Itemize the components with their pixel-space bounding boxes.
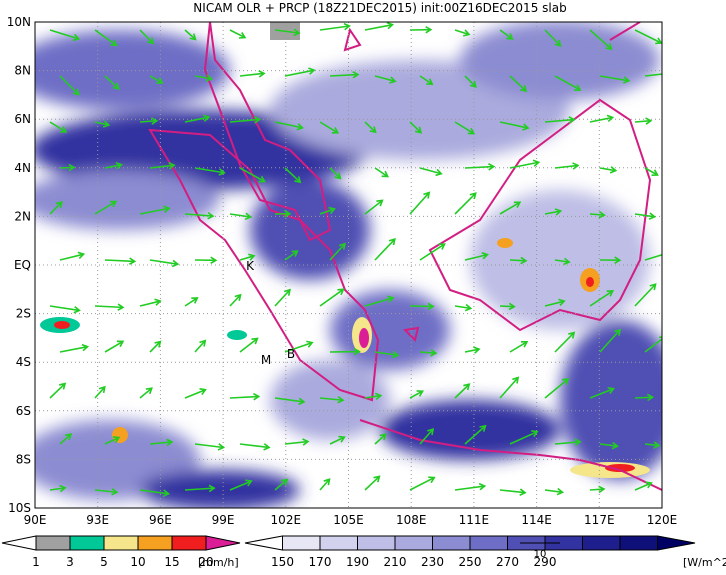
colorbar-label: 3	[66, 555, 74, 569]
colorbar-label: 1	[32, 555, 40, 569]
colorbar-label: 5	[100, 555, 108, 569]
colorbar-cell	[138, 536, 172, 550]
lat-label: 8N	[14, 64, 31, 78]
colorbar-label: 10	[130, 555, 145, 569]
lon-label: 102E	[271, 513, 302, 527]
colorbar-cell	[470, 536, 508, 550]
arrow-head	[665, 251, 671, 257]
colorbar-end	[658, 536, 696, 550]
colorbar-end	[245, 536, 283, 550]
colorbar-cell	[104, 536, 138, 550]
colorbar-label: 150	[271, 555, 294, 569]
place-label: B	[287, 347, 295, 361]
lon-label: 105E	[333, 513, 364, 527]
lon-label: 111E	[459, 513, 490, 527]
lon-label: 90E	[24, 513, 47, 527]
lat-label: 2S	[16, 307, 31, 321]
lat-label: 4S	[16, 355, 31, 369]
colorbar-label: 250	[459, 555, 482, 569]
colorbar-cell	[320, 536, 358, 550]
colorbar-unit: [W/m^2]	[683, 556, 726, 569]
lat-label: 8S	[16, 452, 31, 466]
title: NICAM OLR + PRCP (18Z21DEC2015) init:00Z…	[193, 1, 566, 15]
colorbar-label: 15	[164, 555, 179, 569]
lat-label: EQ	[14, 258, 31, 272]
lat-label: 6N	[14, 112, 31, 126]
colorbar-cell	[70, 536, 104, 550]
colorbar-cell	[620, 536, 658, 550]
arrow-shaft	[635, 397, 653, 398]
colorbar-label: 270	[496, 555, 519, 569]
colorbar-label: 190	[346, 555, 369, 569]
lon-label: 99E	[212, 513, 235, 527]
lon-label: 120E	[647, 513, 678, 527]
colorbar-cell	[283, 536, 321, 550]
lon-label: 93E	[86, 513, 109, 527]
lat-label: 2N	[14, 209, 31, 223]
colorbar-label: 210	[384, 555, 407, 569]
colorbar-cell	[583, 536, 621, 550]
colorbar-cell	[395, 536, 433, 550]
colorbar-cell	[433, 536, 471, 550]
colorbar-end	[2, 536, 36, 550]
place-label: M	[261, 353, 271, 367]
lon-label: 96E	[149, 513, 172, 527]
lon-label: 117E	[584, 513, 615, 527]
place-label: K	[246, 259, 255, 273]
lon-label: 114E	[521, 513, 552, 527]
colorbar-label: 230	[421, 555, 444, 569]
lat-label: 4N	[14, 161, 31, 175]
colorbar-unit: [mm/h]	[198, 556, 239, 569]
arrow-head	[662, 71, 667, 77]
colorbar-cell	[358, 536, 396, 550]
lat-label: 10N	[7, 15, 31, 29]
lat-label: 6S	[16, 404, 31, 418]
colorbar-end	[206, 536, 240, 550]
colorbar-cell	[36, 536, 70, 550]
colorbar-label: 170	[309, 555, 332, 569]
lon-label: 108E	[396, 513, 427, 527]
colorbar-cell	[172, 536, 206, 550]
vector-ref-label: 10	[534, 549, 547, 560]
